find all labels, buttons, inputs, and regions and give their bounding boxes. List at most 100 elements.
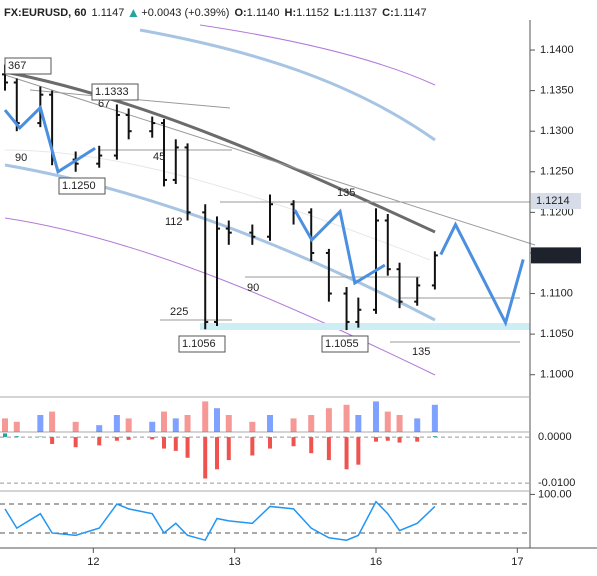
projection-line xyxy=(3,104,96,175)
y-tick-label: 1.1250 xyxy=(540,166,574,178)
band-lower xyxy=(4,163,436,322)
header-text: FX:EURUSD, 60 xyxy=(4,7,87,19)
ma-line xyxy=(4,70,436,234)
header-text: 1.1147 xyxy=(394,7,427,19)
annotation-box xyxy=(91,83,139,101)
volume-bar xyxy=(325,408,332,432)
header-text: 1.1140 xyxy=(247,7,280,19)
stoch-tick-label: 100.00 xyxy=(538,488,572,500)
volume-bar xyxy=(343,404,350,432)
projection-line xyxy=(439,221,525,327)
volume-bar xyxy=(172,418,179,432)
macd-bar xyxy=(97,437,102,446)
macd-bar xyxy=(14,436,19,438)
macd-tick-label: -0.0100 xyxy=(538,477,575,489)
volume-bar xyxy=(13,421,20,432)
header-text: H: xyxy=(285,7,297,19)
volume-bar xyxy=(149,421,156,432)
header-text: +0.0043 (+0.39%) xyxy=(141,7,229,19)
macd-bar xyxy=(50,437,55,444)
volume-bar xyxy=(414,418,421,432)
volume-bar xyxy=(431,404,438,432)
macd-bar xyxy=(397,437,402,443)
y-tick-label: 1.1400 xyxy=(540,44,574,56)
volume-bar xyxy=(202,401,209,432)
volume-bar xyxy=(184,415,191,432)
volume-bar xyxy=(49,411,56,432)
y-tick-label: 1.1100 xyxy=(540,287,573,299)
volume-bar xyxy=(96,425,103,432)
macd-bar xyxy=(374,437,378,442)
band-outer-upper xyxy=(199,24,436,86)
support-zone xyxy=(200,323,530,330)
header-text: 1.1152 xyxy=(296,7,329,19)
annotation: 1.1055 xyxy=(325,338,359,350)
header-text: C: xyxy=(382,7,394,19)
macd-bar xyxy=(326,437,331,461)
volume-bar xyxy=(225,415,232,432)
volume-bar xyxy=(113,415,120,432)
volume-bar xyxy=(214,408,220,432)
up-arrow xyxy=(129,9,138,17)
macd-bar xyxy=(150,437,155,440)
band-upper xyxy=(139,28,436,142)
macd-bar xyxy=(344,437,349,470)
y-tick-label: 1.1050 xyxy=(540,328,574,340)
annotation: 112 xyxy=(165,216,183,228)
price-label-box xyxy=(531,193,581,210)
annotation-box xyxy=(321,335,369,353)
annotation-box xyxy=(58,177,106,195)
macd-bar xyxy=(185,437,190,458)
volume-bar xyxy=(267,415,273,432)
volume-bar xyxy=(161,411,167,432)
macd-bar xyxy=(309,437,314,454)
macd-bar xyxy=(415,437,420,442)
annotation: 225 xyxy=(170,306,188,318)
macd-bar xyxy=(226,437,231,461)
x-tick-label: 16 xyxy=(370,556,382,568)
x-tick-label: 12 xyxy=(87,556,99,568)
price-label: 1.1214 xyxy=(536,195,570,207)
macd-bar xyxy=(385,437,390,441)
macd-bar xyxy=(432,436,437,438)
annotation: 90 xyxy=(247,282,259,294)
header-text: O: xyxy=(234,7,246,19)
y-tick-label: 1.1350 xyxy=(540,85,574,97)
trend-line xyxy=(4,74,536,246)
y-tick-label: 1.1200 xyxy=(540,206,574,218)
annotation: 67 xyxy=(98,98,110,110)
band-outer-lower xyxy=(4,217,436,376)
macd-bar xyxy=(250,437,255,456)
x-tick-label: 17 xyxy=(511,556,523,568)
macd-bar xyxy=(203,437,208,479)
y-tick-label: 1.1000 xyxy=(540,369,574,381)
volume-bar xyxy=(125,418,132,432)
volume-bar xyxy=(37,415,44,432)
stoch-line xyxy=(4,500,436,542)
projection-line xyxy=(293,208,386,286)
annotation: 367 xyxy=(8,60,26,72)
volume-bar xyxy=(290,418,297,432)
macd-bar xyxy=(114,437,119,441)
annotation: 1.1250 xyxy=(62,180,96,192)
macd-bar xyxy=(215,437,219,470)
macd-bar xyxy=(291,437,296,447)
macd-bar xyxy=(173,437,178,451)
annotation-box xyxy=(178,335,226,353)
header-text: 1.1147 xyxy=(92,7,125,19)
macd-bar xyxy=(126,437,131,440)
annotation: 135 xyxy=(337,187,355,199)
volume-bar xyxy=(249,421,256,432)
annotation: 1.1056 xyxy=(182,338,216,350)
annotation: 45 xyxy=(153,151,165,163)
annotation: 90 xyxy=(15,152,27,164)
macd-bar xyxy=(162,437,166,449)
volume-bar xyxy=(72,421,79,432)
volume-bar xyxy=(373,401,379,432)
volume-bar xyxy=(396,415,403,432)
volume-bar xyxy=(355,415,362,432)
price-label-box xyxy=(531,247,581,264)
x-tick-label: 13 xyxy=(229,556,241,568)
